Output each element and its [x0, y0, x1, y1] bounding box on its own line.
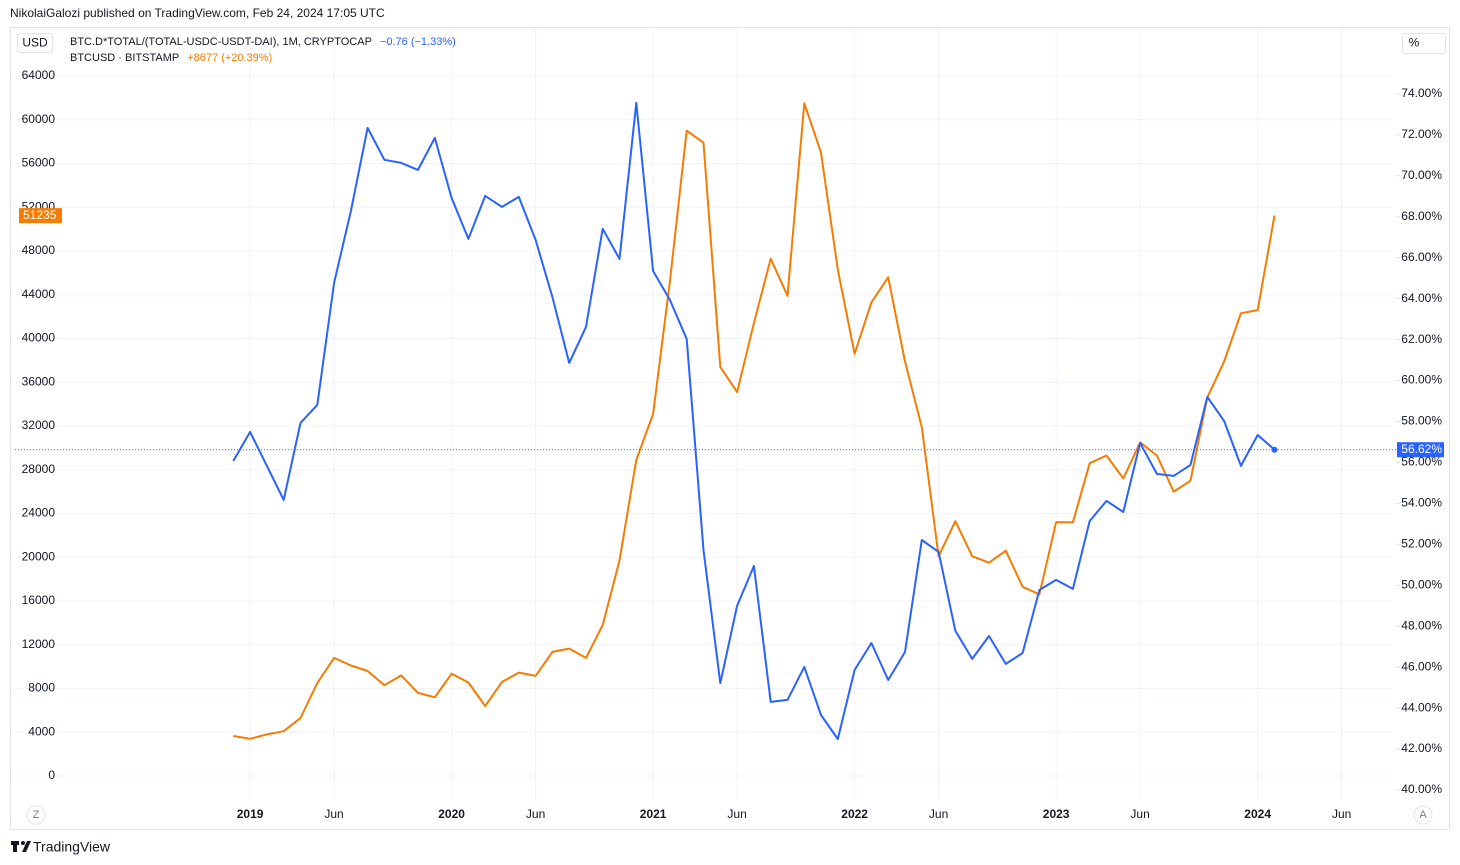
y2-tick-label: 58.00% [1401, 414, 1442, 428]
y2-tick-label: 66.00% [1401, 250, 1442, 264]
x-tick-label: Jun [526, 807, 545, 821]
currency-button[interactable] [17, 33, 53, 53]
y2-tick-label: 56.00% [1401, 455, 1442, 469]
scale-label: % [1409, 36, 1420, 50]
last-value-box [19, 208, 62, 224]
y2-tick-label: 72.00% [1401, 127, 1442, 141]
last-value-label: 56.62% [1401, 442, 1442, 456]
legend-change: +8677 (+20.39%) [187, 52, 272, 64]
y2-tick-label: 40.00% [1401, 782, 1442, 796]
legend-change: −0.76 (−1.33%) [380, 36, 456, 48]
y-tick-label: 36000 [22, 374, 56, 388]
x-tick-label: Jun [929, 807, 948, 821]
legend-name: BTC.D*TOTAL/(TOTAL-USDC-USDT-DAI), 1M, C… [70, 36, 372, 48]
auto-label: A [1419, 809, 1427, 821]
zoom-label: Z [33, 809, 40, 821]
y-tick-label: 12000 [22, 637, 56, 651]
zoom-button[interactable] [26, 805, 46, 825]
x-tick-label: 2023 [1043, 807, 1070, 821]
y-tick-label: 28000 [22, 462, 56, 476]
x-tick-label: 2024 [1244, 807, 1271, 821]
series-line [233, 102, 1276, 740]
header: NikolaiGalozi published on TradingView.c… [10, 6, 385, 20]
auto-button[interactable] [1413, 805, 1433, 825]
x-tick-label: Jun [1130, 807, 1149, 821]
y-tick-label: 60000 [22, 112, 56, 126]
x-tick-label: Jun [1332, 807, 1351, 821]
y-tick-label: 44000 [22, 287, 56, 301]
scale-button[interactable] [1402, 33, 1446, 54]
last-value-box [1397, 442, 1444, 458]
y2-tick-label: 46.00% [1401, 659, 1442, 673]
x-tick-label: 2020 [438, 807, 465, 821]
y-tick-label: 16000 [22, 593, 56, 607]
y-tick-label: 8000 [28, 681, 55, 695]
y-tick-label: 56000 [22, 156, 56, 170]
frame [10, 27, 1450, 830]
currency-label: USD [22, 36, 48, 50]
y2-tick-label: 44.00% [1401, 700, 1442, 714]
y2-tick-label: 42.00% [1401, 741, 1442, 755]
legend-name: BTCUSD · BITSTAMP [70, 52, 179, 64]
y2-tick-label: 60.00% [1401, 373, 1442, 387]
y-tick-label: 32000 [22, 418, 56, 432]
y-tick-label: 0 [48, 768, 55, 782]
series-line [232, 101, 1276, 740]
last-value-label: 51235 [23, 208, 57, 222]
y-tick-label: 20000 [22, 549, 56, 563]
y2-tick-label: 74.00% [1401, 86, 1442, 100]
x-tick-label: Jun [324, 807, 343, 821]
y2-tick-label: 62.00% [1401, 332, 1442, 346]
x-tick-label: 2021 [640, 807, 667, 821]
logo [11, 841, 31, 852]
y-tick-label: 4000 [28, 724, 55, 738]
y-tick-label: 24000 [22, 506, 56, 520]
y-tick-label: 40000 [22, 331, 56, 345]
y2-tick-label: 50.00% [1401, 577, 1442, 591]
y-tick-label: 48000 [22, 243, 56, 257]
y2-tick-label: 64.00% [1401, 291, 1442, 305]
y2-tick-label: 70.00% [1401, 168, 1442, 182]
x-tick-label: 2022 [841, 807, 868, 821]
y2-tick-label: 68.00% [1401, 209, 1442, 223]
y2-tick-label: 48.00% [1401, 618, 1442, 632]
last-point [1271, 446, 1278, 453]
footer: TradingView [33, 839, 111, 855]
x-tick-label: Jun [727, 807, 746, 821]
x-tick-label: 2019 [237, 807, 264, 821]
y2-tick-label: 52.00% [1401, 536, 1442, 550]
y-tick-label: 64000 [22, 68, 56, 82]
y2-tick-label: 54.00% [1401, 496, 1442, 510]
